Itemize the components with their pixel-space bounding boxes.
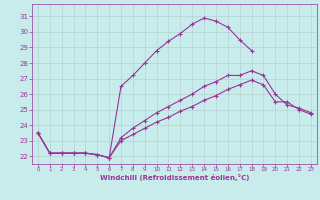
X-axis label: Windchill (Refroidissement éolien,°C): Windchill (Refroidissement éolien,°C) [100,174,249,181]
